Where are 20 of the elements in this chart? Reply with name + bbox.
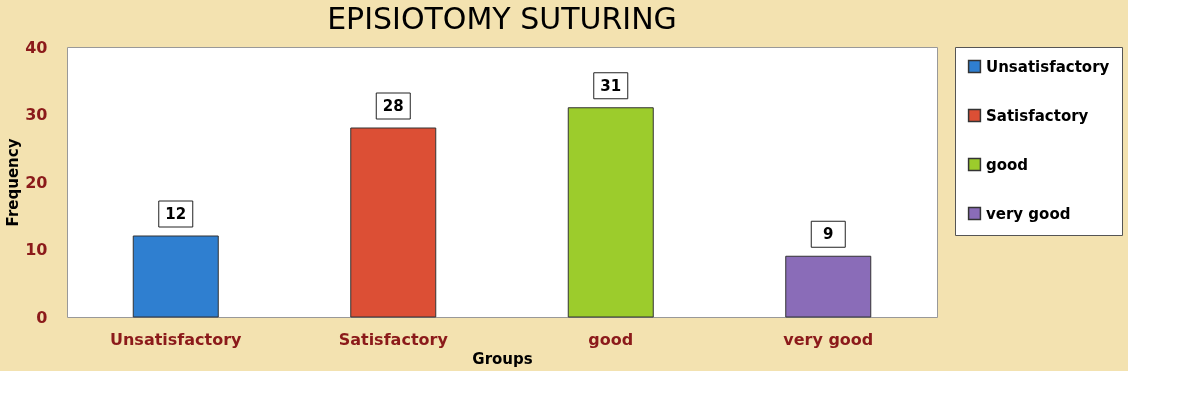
y-axis-title: Frequency <box>4 138 23 227</box>
data-label: 9 <box>823 225 834 244</box>
x-tick-label: Unsatisfactory <box>109 329 243 349</box>
data-label: 28 <box>382 97 404 115</box>
legend-label: Unsatisfactory <box>986 57 1110 76</box>
legend-label: very good <box>986 204 1071 223</box>
x-tick-label: very good <box>783 329 874 349</box>
data-label: 12 <box>165 205 187 223</box>
chart-title: EPISIOTOMY SUTURING <box>327 1 677 36</box>
data-label: 31 <box>600 76 622 95</box>
legend-label: good <box>986 155 1029 174</box>
x-axis-title: Groups <box>472 349 533 368</box>
y-tick-label: 30 <box>25 105 48 124</box>
x-tick-label: good <box>588 329 634 349</box>
legend-label: Satisfactory <box>986 106 1089 125</box>
y-tick-label: 20 <box>25 172 48 192</box>
y-tick-label: 40 <box>25 37 48 57</box>
y-tick-label: 10 <box>25 240 48 259</box>
y-tick-label: 0 <box>36 307 48 327</box>
x-tick-label: Satisfactory <box>338 329 449 349</box>
